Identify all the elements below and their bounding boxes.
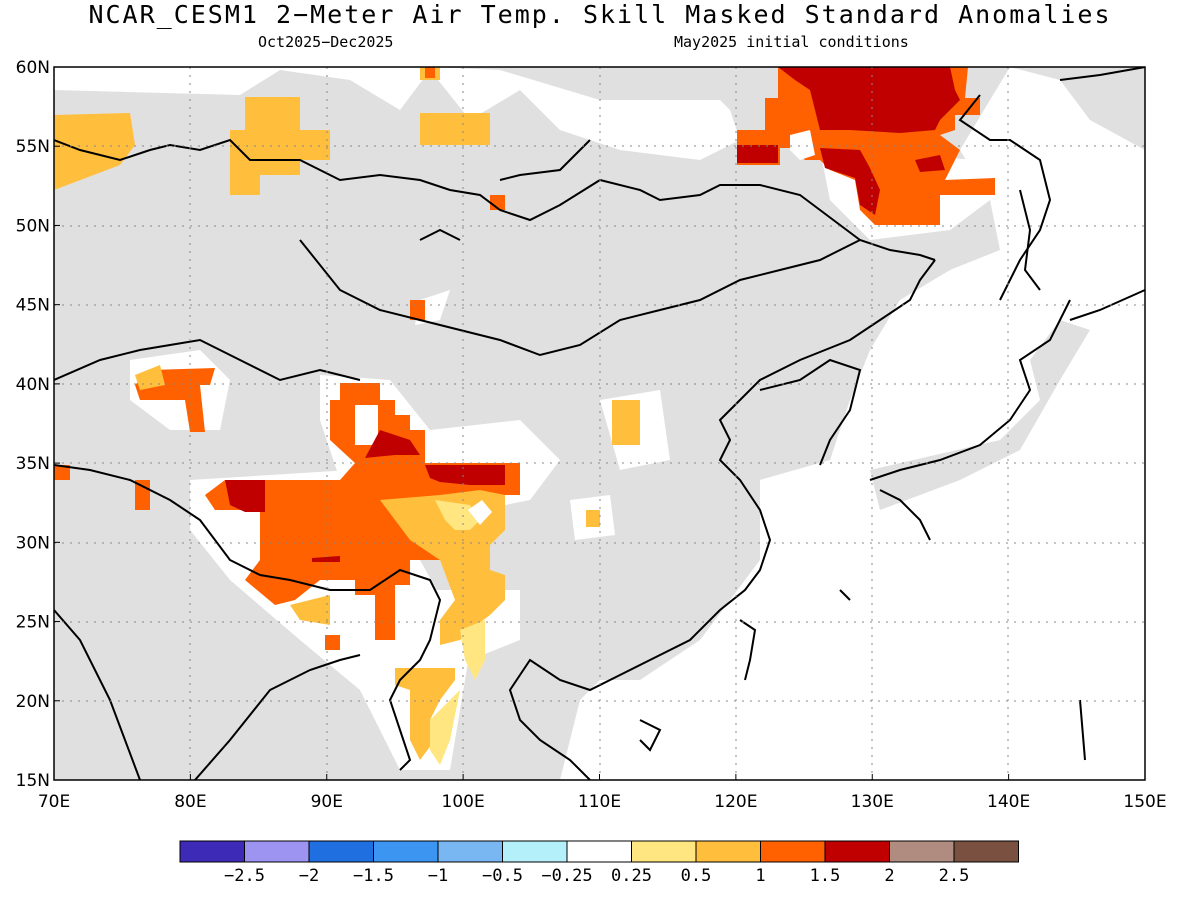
colorbar-swatch [760,840,826,863]
lon-tick-label: 150E [1123,792,1166,812]
colorbar-label: 2 [884,866,894,886]
colorbar-label: 1 [755,866,765,886]
anomaly-0.5-1 [290,595,330,625]
unmasked-area [790,130,815,160]
season-label: Oct2025−Dec2025 [258,33,394,51]
colorbar-label: 2.5 [939,866,970,886]
lat-tick-label: 15N [16,771,50,791]
anomaly-0.5-1 [420,113,490,145]
anomaly-0.5-1 [612,400,640,445]
anomaly-0.5-1 [395,668,455,760]
colorbar-label: −1 [428,866,448,886]
anomaly-1-1.5 [54,465,70,480]
colorbar-swatch [889,840,955,863]
lat-tick-label: 30N [16,533,50,553]
colorbar-label: −0.25 [541,866,592,886]
colorbar-swatch [824,840,890,863]
lon-tick-label: 100E [442,792,485,812]
colorbar-label: 0.25 [611,866,652,886]
colorbar-label: −1.5 [353,866,394,886]
lat-tick-label: 55N [16,137,50,157]
colorbar-swatch [437,840,503,863]
lat-tick-label: 20N [16,692,50,712]
coastlines [54,67,1145,780]
map-title: NCAR_CESM1 2−Meter Air Temp. Skill Maske… [88,0,1112,29]
anomaly-1.5-2 [737,145,778,163]
lat-tick-label: 25N [16,613,50,633]
land-mask-north-east [1010,67,1145,150]
unmasked-area [355,405,378,445]
anomaly-1.5-2 [820,148,880,215]
unmasked-area [468,500,492,525]
init-conditions-label: May2025 initial conditions [674,33,909,51]
anomaly-0.5-1 [54,113,135,190]
lon-tick-label: 90E [311,792,343,812]
lon-tick-label: 70E [38,792,70,812]
lon-tick-label: 110E [578,792,621,812]
colorbar-label: 0.5 [681,866,712,886]
unmasked-area [54,67,740,160]
colorbar-swatch [308,840,374,863]
anomaly-1.5-2 [225,480,265,512]
colorbar-label: −2.5 [224,866,265,886]
anomaly-1-1.5 [410,300,425,320]
anomaly-0.5-1 [586,510,600,527]
colorbar-swatch [244,840,310,863]
colorbar-swatch [502,840,568,863]
anomaly-1-1.5 [325,635,340,650]
anomaly-1-1.5 [205,383,520,640]
lon-tick-label: 80E [174,792,206,812]
colorbar-swatch [179,840,245,863]
anomaly-0.5-1 [380,490,505,645]
gridlines [54,67,1145,780]
lon-tick-label: 140E [987,792,1030,812]
anomaly-1.5-2 [425,465,505,485]
anomaly-1.5-2 [778,67,960,133]
lat-tick-label: 40N [16,375,50,395]
anomaly-1.5-2 [312,556,340,562]
lat-tick-label: 60N [16,58,50,78]
anomaly-0.5-1 [425,67,435,78]
anomaly-0.25-0.5 [435,500,480,530]
colorbar-swatch [953,840,1019,863]
lat-tick-label: 45N [16,296,50,316]
colorbar-swatch [695,840,761,863]
lat-tick-label: 35N [16,454,50,474]
colorbar-label: −0.5 [482,866,523,886]
lat-tick-label: 50N [16,216,50,236]
colorbar-swatch [373,840,439,863]
anomaly-0.25-0.5 [460,620,485,680]
anomaly-1.5-2 [915,155,945,172]
colorbar-label: −2 [299,866,319,886]
anomaly-0.25-0.5 [430,690,460,765]
colorbar-label: 1.5 [810,866,841,886]
lon-tick-label: 130E [851,792,894,812]
anomaly-1.5-2 [365,430,420,458]
colorbar-swatch [631,840,697,863]
lon-tick-label: 120E [714,792,757,812]
colorbar-swatch [566,840,632,863]
japan-mask [870,320,1090,510]
